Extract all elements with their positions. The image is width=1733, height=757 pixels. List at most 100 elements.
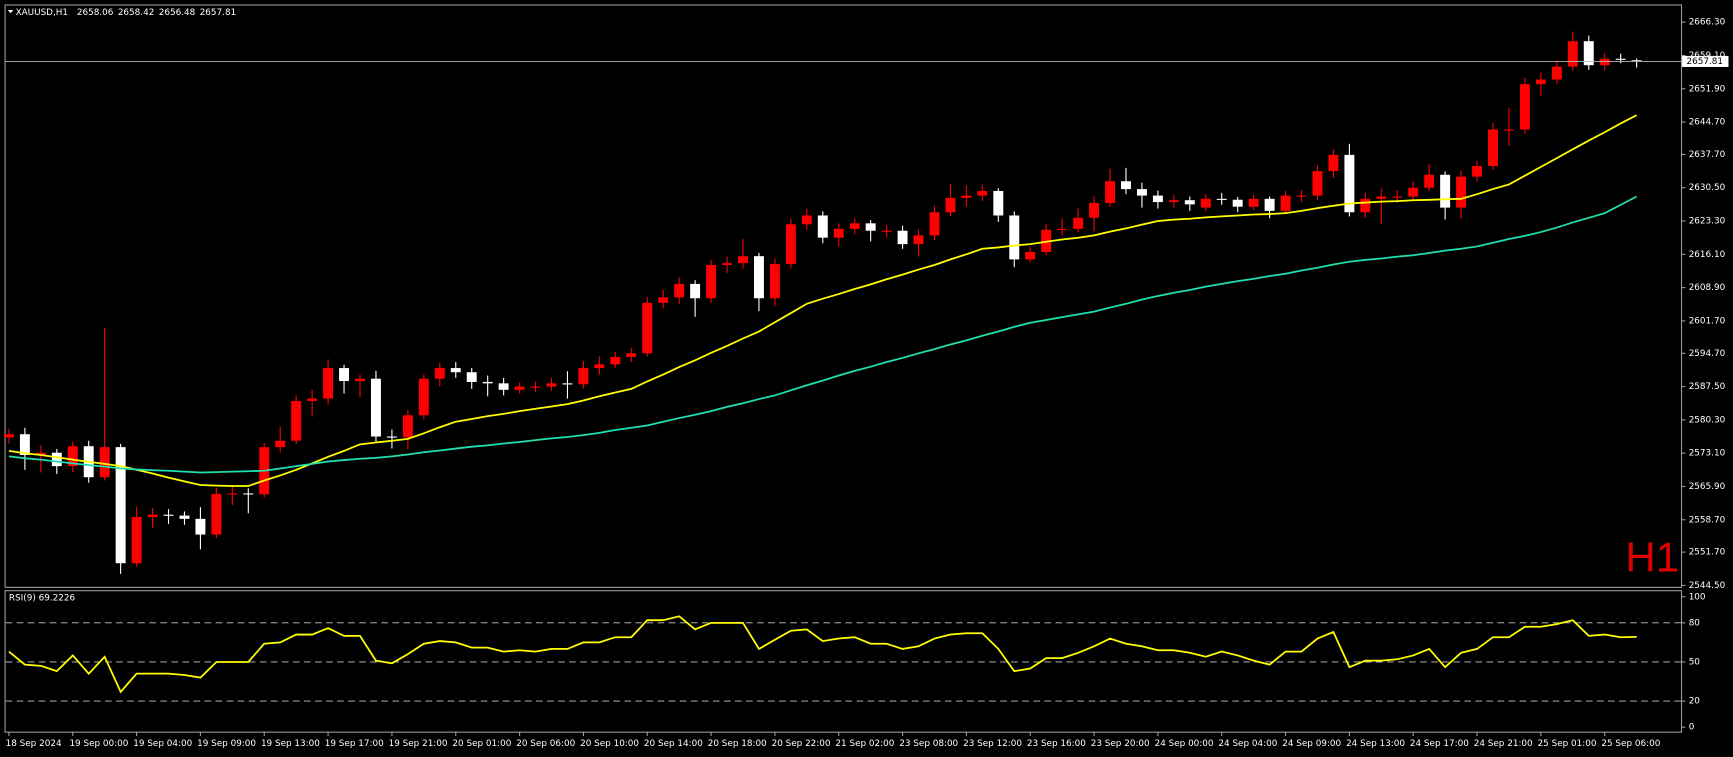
candle-body [801, 215, 812, 225]
status-value: 2658.06 [77, 8, 114, 18]
candle-body [706, 264, 717, 299]
candle-body [1073, 217, 1084, 229]
candle-body [1200, 198, 1211, 208]
x-tick-label: 20 Sep 22:00 [772, 739, 831, 749]
candle-body [19, 434, 30, 456]
candle-body [482, 381, 493, 384]
candle-body [99, 447, 110, 478]
y-tick-label: 2644.70 [1689, 118, 1726, 128]
rsi-title: RSI(9) 69.2226 [9, 593, 76, 603]
candle-body [1392, 196, 1403, 198]
candle-body [738, 256, 748, 264]
y-tick-label: 2594.70 [1689, 349, 1726, 359]
y-tick-label: 2587.50 [1689, 382, 1726, 392]
candle-body [562, 383, 573, 385]
x-tick-label: 20 Sep 14:00 [644, 739, 703, 749]
candle-body [1025, 252, 1036, 260]
candle-body [1184, 200, 1195, 205]
candle-body [1121, 181, 1131, 190]
y-tick-label: 2573.10 [1689, 449, 1726, 459]
candle-body [418, 378, 429, 416]
candle-body [370, 378, 381, 437]
candle-body [1551, 66, 1562, 80]
candle-body [1248, 198, 1259, 207]
candle-body [402, 415, 413, 438]
y-tick-label: 2601.70 [1689, 316, 1726, 326]
candle-body [1456, 176, 1467, 208]
symbol: XAUUSD,H1 [16, 8, 68, 18]
candle-body [674, 283, 685, 298]
rsi-y-tick-label: 20 [1689, 697, 1701, 707]
candle-body [849, 223, 860, 229]
candle-body [785, 224, 796, 265]
candle-body [1136, 189, 1147, 196]
candle-body [323, 368, 334, 399]
candle-body [769, 264, 780, 299]
status-value: 2658.42 [118, 8, 155, 18]
current-price-box [1682, 55, 1729, 67]
x-tick-label: 24 Sep 17:00 [1410, 739, 1469, 749]
candle-body [195, 518, 206, 535]
candle-body [881, 230, 892, 232]
candle-body [1360, 198, 1371, 213]
candle-body [1152, 195, 1163, 203]
candle-body [1567, 41, 1578, 67]
x-tick-label: 19 Sep 17:00 [325, 739, 384, 749]
candle-body [913, 235, 924, 245]
candle-body [115, 447, 126, 564]
candle-body [1232, 199, 1243, 207]
status-value: 2656.48 [159, 8, 196, 18]
candle-body [977, 190, 988, 196]
candle-body [1344, 154, 1355, 213]
candle-body [355, 378, 365, 382]
y-tick-label: 2637.70 [1689, 150, 1726, 160]
x-tick-label: 24 Sep 13:00 [1346, 739, 1405, 749]
candle-body [35, 452, 46, 456]
candle-body [243, 493, 254, 495]
y-tick-label: 2616.10 [1689, 250, 1726, 260]
x-tick-label: 19 Sep 04:00 [133, 739, 192, 749]
x-tick-label: 25 Sep 01:00 [1538, 739, 1597, 749]
candle-body [658, 297, 669, 303]
candle-body [1057, 228, 1068, 230]
candle-body [833, 228, 844, 238]
x-tick-label: 20 Sep 10:00 [580, 739, 639, 749]
x-tick-label: 25 Sep 06:00 [1601, 739, 1660, 749]
moving-average [8, 195, 1638, 474]
candle-body [291, 400, 302, 441]
x-tick-label: 19 Sep 21:00 [389, 739, 448, 749]
y-tick-label: 2565.90 [1689, 482, 1726, 492]
candle-body [610, 356, 621, 365]
status-value: 2657.81 [200, 8, 237, 18]
candle-body [1503, 129, 1514, 131]
rsi-y-tick-label: 100 [1689, 592, 1706, 602]
y-tick-label: 2651.90 [1689, 84, 1726, 94]
candle-body [642, 302, 653, 354]
rsi-y-tick-label: 0 [1689, 723, 1695, 733]
candle-body [1440, 174, 1451, 208]
candle-body [1105, 181, 1115, 203]
candle-body [67, 446, 78, 467]
candle-body [227, 493, 238, 495]
menu-arrow [7, 9, 14, 14]
candle-body [1216, 198, 1227, 200]
x-tick-label: 24 Sep 09:00 [1282, 739, 1341, 749]
candle-body [1424, 174, 1435, 188]
candle-body [1615, 58, 1626, 60]
candle-body [1009, 215, 1020, 260]
x-tick-label: 23 Sep 16:00 [1027, 739, 1086, 749]
candle-body [1519, 84, 1530, 130]
candle-body [1328, 154, 1339, 172]
x-tick-label: 23 Sep 20:00 [1091, 739, 1150, 749]
candle-body [626, 353, 637, 357]
candle-body [1472, 165, 1483, 177]
x-tick-label: 23 Sep 08:00 [899, 739, 958, 749]
x-tick-label: 19 Sep 00:00 [69, 739, 128, 749]
candle-body [1599, 58, 1610, 66]
plot-layer: XAUUSD,H1 2658.06 2658.42 2656.48 2657.81 H1 2… [3, 8, 1729, 749]
candle-body [1264, 198, 1275, 211]
candle-body [3, 434, 14, 438]
candle-body [1280, 195, 1291, 211]
candle-body [1583, 41, 1594, 66]
rsi-y-tick-label: 50 [1689, 657, 1701, 667]
